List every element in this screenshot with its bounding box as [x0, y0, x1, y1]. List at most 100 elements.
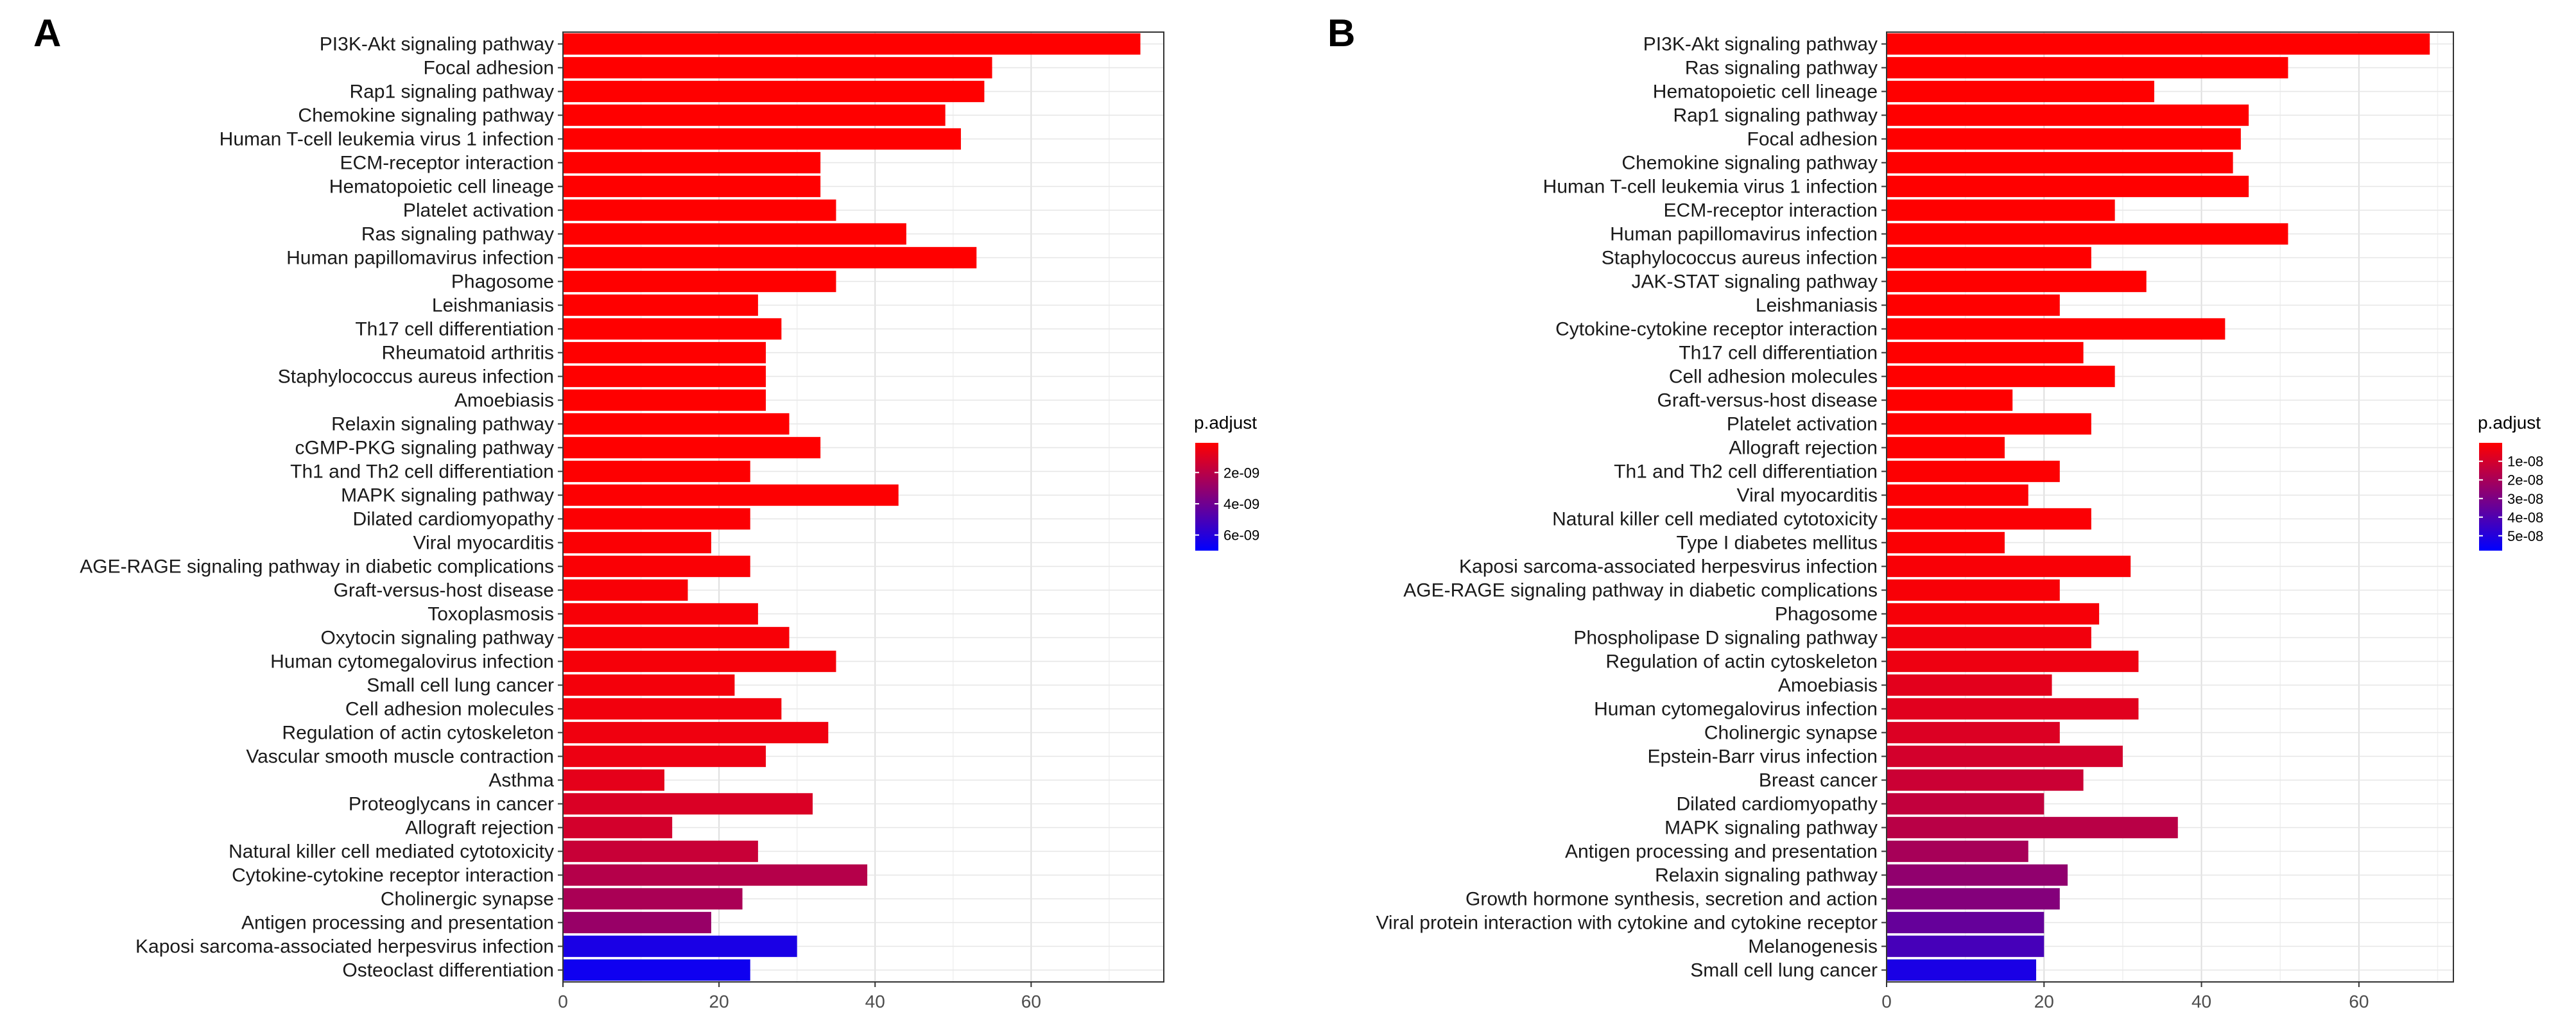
category-label: Antigen processing and presentation — [1565, 841, 1878, 863]
bar — [563, 460, 750, 483]
category-label: Human T-cell leukemia virus 1 infection — [1543, 176, 1878, 198]
category-label: cGMP-PKG signaling pathway — [295, 438, 554, 459]
legend-tick-label: 3e-08 — [2507, 491, 2543, 507]
bar — [563, 911, 711, 934]
panel-label-a: A — [33, 12, 61, 55]
category-label: Ras signaling pathway — [361, 224, 554, 245]
bar — [1887, 151, 2233, 174]
category-label: Regulation of actin cytoskeleton — [282, 723, 554, 744]
legend-tick-label: 5e-08 — [2507, 528, 2543, 544]
category-label: Oxytocin signaling pathway — [320, 628, 554, 649]
bar — [1887, 33, 2430, 55]
category-label: Viral myocarditis — [413, 533, 554, 554]
category-label: Cytokine-cytokine receptor interaction — [1555, 319, 1878, 340]
plot-frame — [1886, 31, 2454, 983]
category-label: Th1 and Th2 cell differentiation — [290, 461, 554, 483]
x-tick-label: 40 — [865, 992, 885, 1011]
x-tick-label: 20 — [2034, 992, 2054, 1011]
bar — [1887, 674, 2052, 696]
category-label: Human papillomavirus infection — [1610, 224, 1878, 245]
bar — [563, 721, 829, 744]
bar — [1887, 650, 2139, 673]
bar — [563, 508, 750, 530]
category-label: Graft-versus-host disease — [1657, 390, 1878, 411]
category-label: Human papillomavirus infection — [286, 248, 554, 269]
category-label: Osteoclast differentiation — [342, 960, 554, 981]
category-label: AGE-RAGE signaling pathway in diabetic c… — [1403, 580, 1878, 601]
category-label: Focal adhesion — [1747, 129, 1878, 150]
category-label: Melanogenesis — [1748, 936, 1878, 958]
bar — [1887, 389, 2013, 411]
bar — [1887, 911, 2044, 934]
category-label: Human cytomegalovirus infection — [270, 651, 554, 673]
category-label: Viral myocarditis — [1736, 485, 1878, 506]
bar — [563, 246, 977, 269]
bar — [563, 56, 992, 79]
bar — [563, 698, 782, 720]
legend-tick-label: 4e-09 — [1223, 496, 1259, 512]
bar — [563, 864, 868, 886]
legend-tick-label: 6e-09 — [1223, 528, 1259, 544]
category-label: Type I diabetes mellitus — [1677, 533, 1878, 554]
category-label: Th17 cell differentiation — [1679, 343, 1878, 364]
bar — [1887, 864, 2068, 886]
bar — [1887, 579, 2060, 601]
chart-panel-b: PI3K-Akt signaling pathway Ras signaling … — [1376, 31, 2543, 1011]
category-label: Rap1 signaling pathway — [1673, 105, 1878, 126]
category-label: Cell adhesion molecules — [345, 699, 554, 720]
bar — [1887, 484, 2028, 506]
category-label: Cholinergic synapse — [381, 889, 554, 910]
category-label: Proteoglycans in cancer — [349, 794, 554, 815]
category-label: Staphylococcus aureus infection — [1602, 248, 1878, 269]
bar — [563, 816, 673, 839]
bar — [563, 223, 906, 245]
bar — [563, 365, 766, 388]
legend-tick-label: 1e-08 — [2507, 454, 2543, 470]
bar — [1887, 508, 2091, 530]
category-label: Human T-cell leukemia virus 1 infection — [220, 129, 554, 150]
colorbar — [2479, 443, 2502, 551]
category-label: Allograft rejection — [405, 818, 554, 839]
category-label: Leishmaniasis — [432, 295, 554, 316]
category-label: Platelet activation — [403, 200, 554, 221]
category-label: Th1 and Th2 cell differentiation — [1614, 461, 1878, 483]
bar — [1887, 721, 2060, 744]
legend-title: p.adjust — [1194, 413, 1257, 433]
category-label: Phospholipase D signaling pathway — [1573, 628, 1878, 649]
colorbar-legend: p.adjust 1e-08 2e-08 3e-08 4e-08 5e-08 — [2478, 413, 2543, 551]
bar — [563, 80, 985, 103]
colorbar — [1195, 443, 1218, 551]
bar — [1887, 816, 2178, 839]
bar — [563, 484, 899, 506]
category-label: Phagosome — [451, 271, 554, 293]
bar — [563, 341, 766, 364]
category-label: Vascular smooth muscle contraction — [246, 746, 554, 768]
category-label: Amoebiasis — [1778, 675, 1878, 696]
category-label: Ras signaling pathway — [1685, 58, 1878, 79]
category-label: Epstein-Barr virus infection — [1648, 746, 1878, 768]
category-label: Allograft rejection — [1729, 438, 1878, 459]
bar — [1887, 793, 2044, 815]
panel-label-b: B — [1327, 12, 1355, 55]
category-label: Antigen processing and presentation — [241, 913, 554, 934]
category-label: Relaxin signaling pathway — [1655, 865, 1878, 886]
bar — [1887, 603, 2100, 625]
category-label: Toxoplasmosis — [428, 604, 554, 625]
bar — [563, 935, 797, 958]
category-label: Chemokine signaling pathway — [298, 105, 554, 126]
category-label: Relaxin signaling pathway — [331, 414, 554, 435]
category-label: Chemokine signaling pathway — [1621, 153, 1878, 174]
bar — [1887, 341, 2084, 364]
category-label: Cholinergic synapse — [1704, 723, 1878, 744]
bar — [563, 959, 750, 981]
bar — [1887, 175, 2249, 198]
category-label: Kaposi sarcoma-associated herpesvirus in… — [1459, 556, 1878, 578]
bar — [1887, 840, 2028, 863]
plot-area — [1887, 32, 2453, 982]
category-label: Rap1 signaling pathway — [349, 82, 554, 103]
bar — [1887, 199, 2115, 221]
bar — [1887, 531, 2005, 554]
bar — [563, 769, 665, 791]
category-label: ECM-receptor interaction — [1664, 200, 1878, 221]
